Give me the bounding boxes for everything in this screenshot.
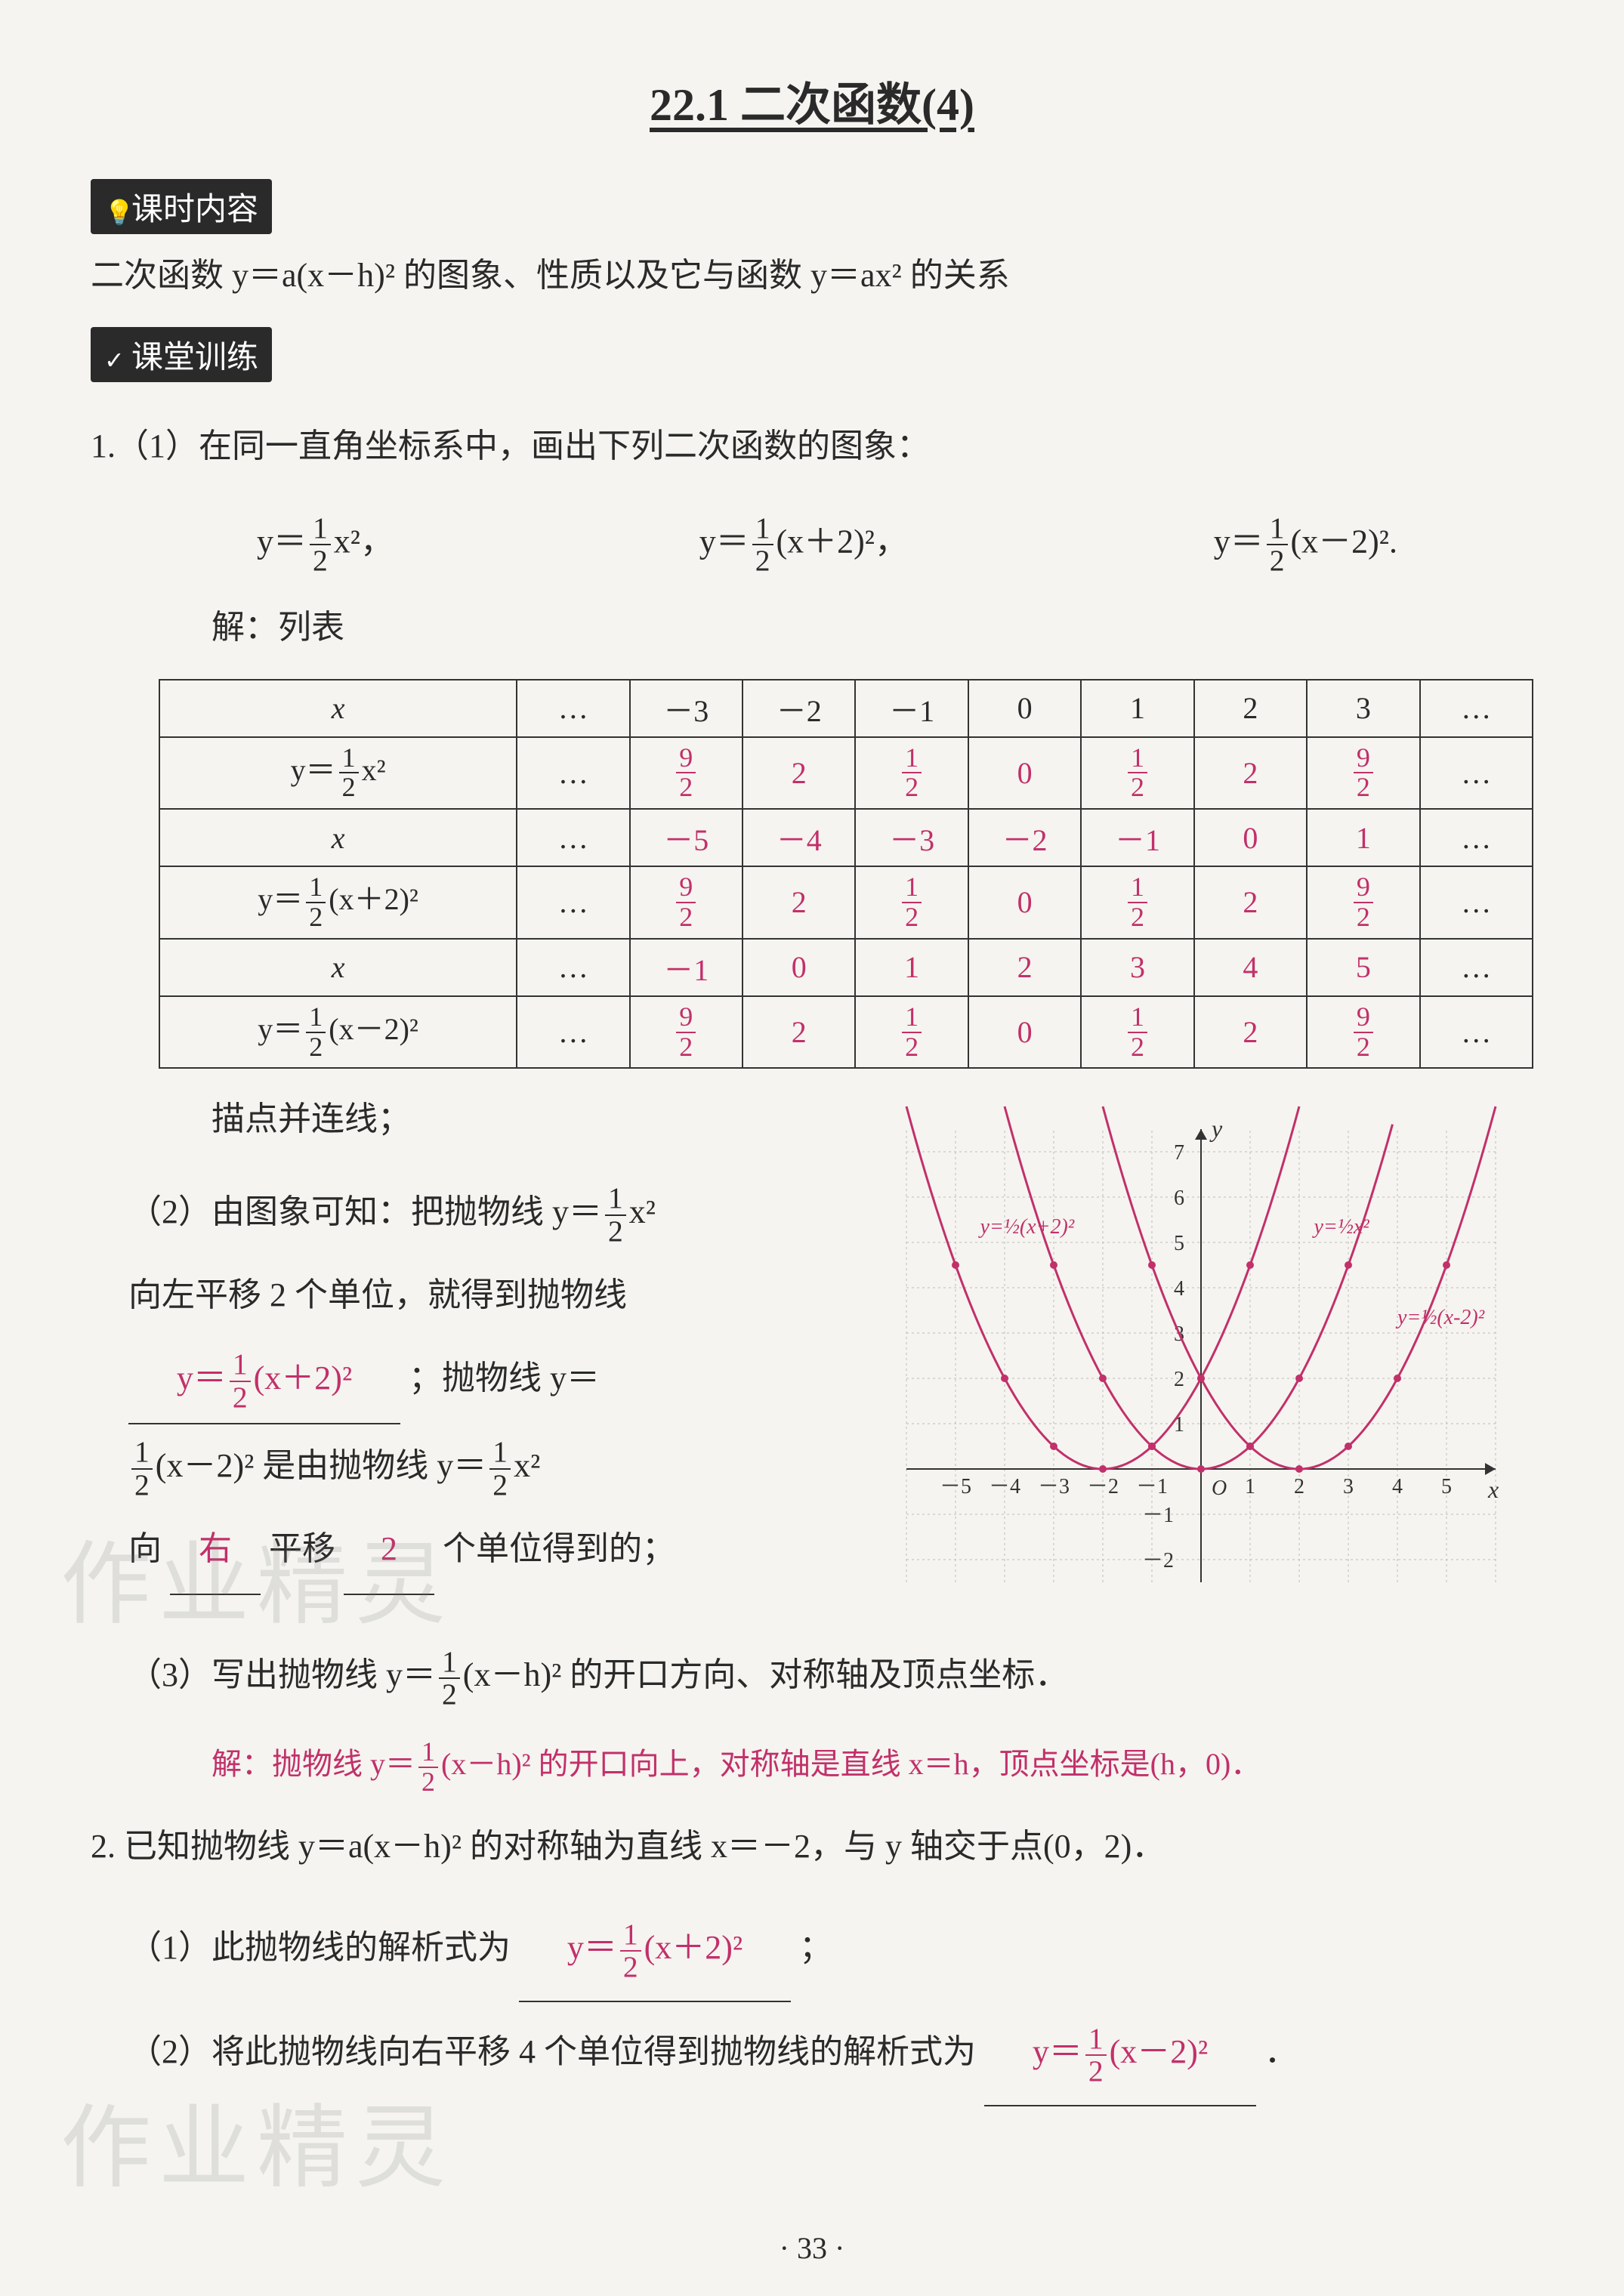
q1-3-answer: 解：抛物线 y＝12(x－h)² 的开口向上，对称轴是直线 x＝h，顶点坐标是(… <box>211 1747 1261 1781</box>
svg-text:y=½(x-2)²: y=½(x-2)² <box>1395 1306 1485 1329</box>
svg-text:O: O <box>1212 1477 1227 1500</box>
table-row: y＝12(x－2)² … 92 2 12 0 12 2 92 … <box>159 996 1533 1069</box>
row-header: y＝12x² <box>159 737 517 810</box>
label-solve-table: 解：列表 <box>91 600 1533 656</box>
table-row: x … －3－2－1 0123 … <box>159 680 1533 737</box>
blank-answer-q2-1: y＝12(x＋2)² <box>519 1898 791 2002</box>
svg-text:x: x <box>1487 1476 1499 1503</box>
svg-text:－1: －1 <box>1136 1475 1168 1498</box>
section-tag-content: 课时内容 <box>91 179 272 234</box>
q2-1: （1）此抛物线的解析式为 y＝12(x＋2)² ； <box>128 1898 1533 2002</box>
value-table: x … －3－2－1 0123 … y＝12x² … 92 2 12 0 12 … <box>159 679 1533 1069</box>
svg-text:5: 5 <box>1174 1232 1184 1255</box>
svg-text:2: 2 <box>1294 1475 1304 1498</box>
q1-2-b: 向左平移 2 个单位，就得到抛物线 <box>128 1276 627 1313</box>
svg-text:1: 1 <box>1174 1413 1184 1437</box>
svg-text:－2: －2 <box>1142 1549 1174 1572</box>
q2-2: （2）将此抛物线向右平移 4 个单位得到抛物线的解析式为 y＝12(x－2)² … <box>128 2002 1533 2106</box>
q1-2-a: （2）由图象可知：把抛物线 y＝12x² <box>128 1193 656 1230</box>
svg-text:－4: －4 <box>989 1475 1020 1498</box>
q2-intro: 2. 已知抛物线 y＝a(x－h)² 的对称轴为直线 x＝－2，与 y 轴交于点… <box>91 1819 1533 1875</box>
parabola-chart: －5－4－3－2－112345－2－11234567Oxyy=½(x+2)²y=… <box>869 1091 1533 1620</box>
eq-1a: y＝12x²， <box>257 513 394 577</box>
row-header: x <box>159 680 517 737</box>
svg-text:3: 3 <box>1343 1475 1354 1498</box>
svg-text:y=½(x+2)²: y=½(x+2)² <box>978 1215 1075 1239</box>
q1-2-c: ；抛物线 y＝ <box>409 1359 600 1396</box>
q1-3: （3）写出抛物线 y＝12(x－h)² 的开口方向、对称轴及顶点坐标． <box>128 1656 1068 1693</box>
q1-intro: 1.（1）在同一直角坐标系中，画出下列二次函数的图象： <box>91 418 1533 475</box>
eq-1c: y＝12(x－2)². <box>1214 513 1397 577</box>
page-title: 22.1 二次函数(4) <box>91 68 1533 134</box>
svg-text:4: 4 <box>1174 1277 1184 1301</box>
table-row: x … －5－4－3 －2－101 … <box>159 809 1533 866</box>
blank-answer-q2-2: y＝12(x－2)² <box>984 2002 1256 2106</box>
svg-text:7: 7 <box>1174 1141 1184 1165</box>
eq-1b: y＝12(x＋2)²， <box>699 513 908 577</box>
page-number: · 33 · <box>0 2230 1624 2266</box>
label-plot: 描点并连线； <box>91 1091 846 1148</box>
content-text: 二次函数 y＝a(x－h)² 的图象、性质以及它与函数 y＝ax² 的关系 <box>91 248 1533 304</box>
blank-answer-3: 2 <box>344 1508 434 1595</box>
svg-text:4: 4 <box>1392 1475 1403 1498</box>
svg-text:y: y <box>1209 1115 1223 1142</box>
svg-text:2: 2 <box>1174 1368 1184 1391</box>
svg-text:y=½x²: y=½x² <box>1312 1215 1370 1239</box>
table-row: x … －101 2345 … <box>159 939 1533 996</box>
q1-2-d: 12(x－2)² 是由抛物线 y＝12x² <box>128 1447 540 1484</box>
table-row: y＝12x² … 92 2 12 0 12 2 92 … <box>159 737 1533 810</box>
svg-text:－3: －3 <box>1038 1475 1070 1498</box>
svg-text:－5: －5 <box>940 1475 971 1498</box>
svg-text:－1: －1 <box>1142 1504 1174 1527</box>
svg-text:1: 1 <box>1245 1475 1255 1498</box>
section-tag-practice: 课堂训练 <box>91 327 272 382</box>
q1-2-e: 向 右 平移 2 个单位得到的； <box>128 1530 675 1567</box>
blank-answer-1: y＝12(x＋2)² <box>128 1337 400 1424</box>
svg-text:－2: －2 <box>1087 1475 1119 1498</box>
svg-text:6: 6 <box>1174 1187 1184 1210</box>
table-row: y＝12(x＋2)² … 92 2 12 0 12 2 92 … <box>159 866 1533 939</box>
blank-answer-2: 右 <box>170 1508 261 1595</box>
svg-text:5: 5 <box>1441 1475 1452 1498</box>
equation-row: y＝12x²， y＝12(x＋2)²， y＝12(x－2)². <box>91 498 1533 600</box>
